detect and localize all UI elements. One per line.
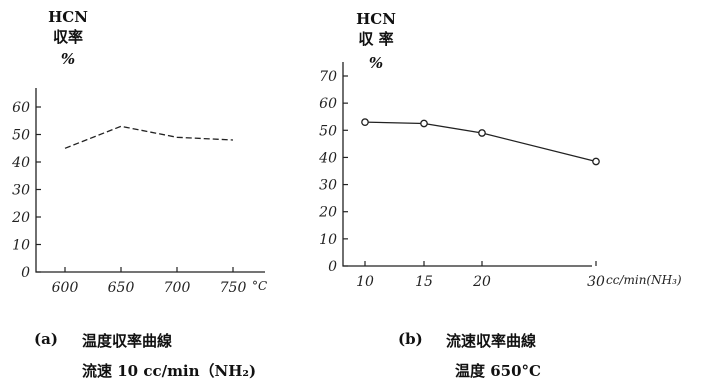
caption-a-label: (a)	[34, 330, 58, 348]
y-tick-label-a-2: 20	[11, 210, 30, 226]
data-point-b-3	[592, 157, 600, 166]
x-tick-label-a-2: 700	[164, 280, 191, 296]
caption-b-label: (b)	[398, 330, 423, 348]
x-unit-label-a: °C	[252, 279, 267, 293]
x-tick-label-b-2: 20	[472, 274, 491, 290]
caption-b-subtitle: 温度 650°C	[455, 362, 541, 380]
y-tick-label-b-4: 40	[318, 150, 337, 166]
y-tick-label-a-0: 0	[21, 265, 30, 281]
y-tick-label-b-5: 50	[319, 123, 337, 139]
y-tick-label-b-6: 60	[319, 96, 337, 112]
x-tick-label-a-1: 650	[108, 280, 135, 296]
y-tick-label-a-3: 30	[12, 183, 30, 199]
series-line-b	[364, 121, 597, 163]
y-tick-label-a-4: 40	[11, 155, 30, 171]
series-line-a	[64, 125, 234, 149]
caption-b-title: 流速収率曲線	[446, 332, 537, 350]
y-axis-label-a-1: 収率	[53, 28, 83, 46]
y-tick-label-a-5: 50	[12, 128, 30, 144]
y-axis-label-b-0: HCN	[356, 10, 396, 28]
y-tick-label-b-0: 0	[328, 259, 337, 275]
y-tick-label-b-3: 30	[319, 178, 337, 194]
axes-b	[342, 62, 592, 267]
x-tick-label-a-3: 750	[220, 280, 247, 296]
x-tick-label-a-0: 600	[52, 280, 79, 296]
y-tick-label-b-1: 10	[319, 232, 337, 248]
x-tick-label-b-3: 30	[587, 274, 605, 290]
x-tick-label-b-0: 10	[356, 274, 374, 290]
data-point-b-2	[478, 129, 486, 137]
data-point-b-0	[361, 118, 369, 126]
data-point-b-1	[420, 119, 428, 128]
y-tick-label-b-7: 70	[319, 69, 337, 85]
y-tick-label-a-6: 60	[12, 100, 30, 116]
y-axis-label-b-1: 収 率	[358, 30, 393, 48]
caption-a-subtitle: 流速 10 cc/min（NH₂)	[82, 362, 257, 380]
axes-a	[35, 88, 265, 273]
y-axis-label-b-2: %	[369, 54, 383, 72]
x-tick-label-b-1: 15	[415, 274, 433, 290]
x-unit-label-b: cc/min(NH₃)	[606, 273, 682, 287]
y-tick-label-b-2: 20	[318, 205, 337, 221]
caption-a-title: 温度収率曲線	[82, 332, 173, 350]
y-tick-label-a-1: 10	[12, 238, 30, 254]
y-axis-label-a-0: HCN	[48, 8, 88, 26]
y-axis-label-a-2: %	[61, 50, 75, 68]
